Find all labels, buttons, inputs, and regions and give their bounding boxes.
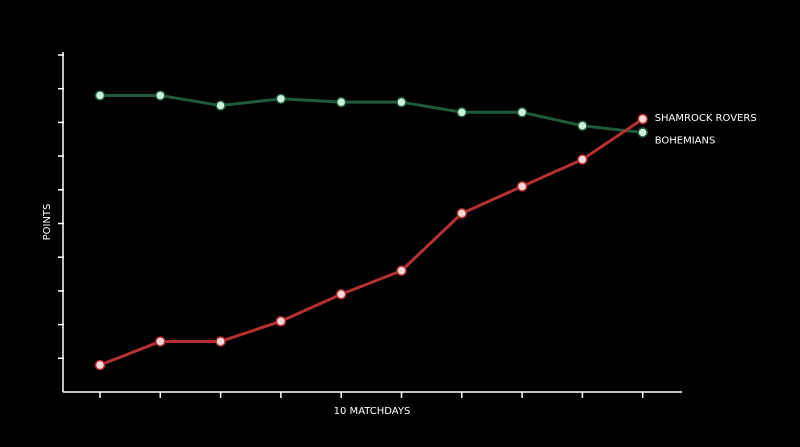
data-point xyxy=(637,127,648,138)
data-point xyxy=(275,93,287,105)
data-point xyxy=(456,208,468,219)
series-line xyxy=(99,117,644,367)
data-point xyxy=(637,113,648,125)
data-point xyxy=(335,96,347,108)
data-point xyxy=(577,120,588,132)
data-point xyxy=(396,265,407,276)
series-label: SHAMROCK ROVERS xyxy=(655,113,757,124)
data-point xyxy=(516,107,528,118)
data-point xyxy=(275,315,287,327)
data-point xyxy=(94,359,106,371)
data-point xyxy=(215,336,226,347)
data-point xyxy=(335,289,347,300)
y-axis-title: POINTS xyxy=(42,204,53,241)
data-point xyxy=(155,336,166,347)
series-line xyxy=(100,93,643,135)
data-point xyxy=(577,154,588,165)
series-label: BOHEMIANS xyxy=(655,136,716,147)
data-point xyxy=(215,100,226,111)
data-point xyxy=(396,96,407,108)
data-point xyxy=(456,107,468,118)
data-point xyxy=(155,90,166,101)
data-point xyxy=(94,90,106,101)
data-point xyxy=(516,181,528,192)
x-axis-title: 10 MATCHDAYS xyxy=(334,406,411,417)
